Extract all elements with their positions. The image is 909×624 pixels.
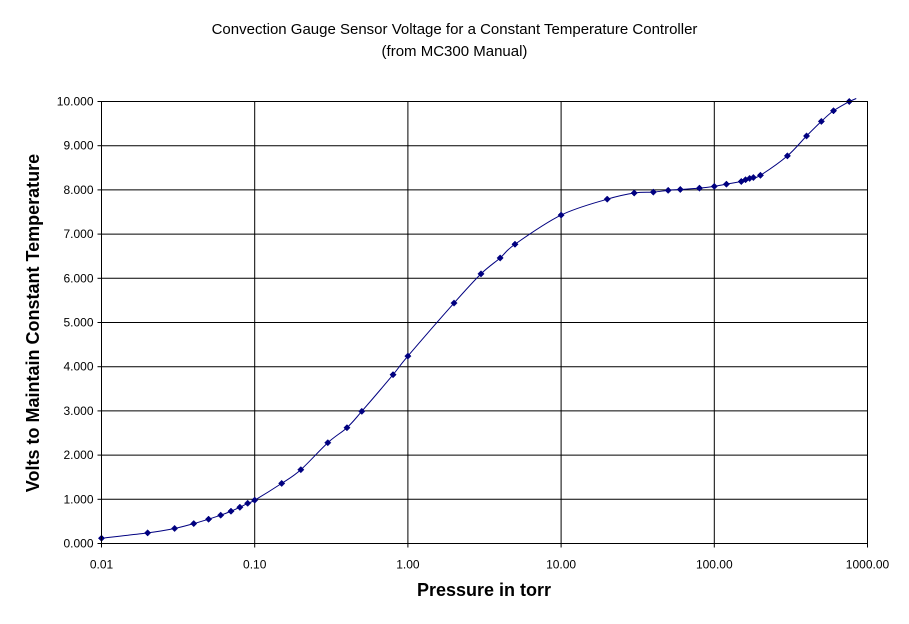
data-point <box>630 189 638 197</box>
data-point <box>144 529 152 537</box>
data-point <box>343 424 351 432</box>
data-point <box>783 152 791 160</box>
series-line <box>101 101 850 539</box>
data-point <box>227 507 235 515</box>
x-tick-label: 10.00 <box>546 558 576 572</box>
data-point <box>749 173 757 182</box>
y-tick-label: 3.000 <box>63 404 93 418</box>
data-point <box>511 240 519 248</box>
data-point <box>190 520 198 528</box>
y-tick-label: 0.000 <box>63 537 93 551</box>
plot-frame <box>101 101 868 544</box>
chart-title: Convection Gauge Sensor Voltage for a Co… <box>211 21 698 38</box>
y-tick-label: 6.000 <box>63 271 93 285</box>
y-tick-label: 1.000 <box>63 492 93 506</box>
data-point <box>676 185 684 194</box>
y-tick-label: 9.000 <box>63 139 93 153</box>
data-point <box>649 188 657 196</box>
data-point <box>236 503 244 511</box>
data-point <box>829 107 838 115</box>
data-point <box>217 511 225 519</box>
x-tick-label: 1000.00 <box>846 558 890 572</box>
x-axis-label: Pressure in torr <box>416 580 552 600</box>
x-tick-label: 100.00 <box>696 558 733 572</box>
data-point <box>722 180 730 188</box>
data-point <box>358 407 366 415</box>
data-point <box>404 352 412 360</box>
grid-layer <box>97 101 868 548</box>
y-tick-label: 4.000 <box>63 360 93 374</box>
data-point <box>477 270 485 278</box>
data-point <box>205 515 213 523</box>
tick-label-layer: 0.000 1.000 2.000 3.000 4.000 5.000 6.000 7.000… <box>57 95 890 572</box>
data-point <box>817 117 825 125</box>
data-point <box>756 171 764 179</box>
data-point <box>278 479 286 487</box>
data-point <box>695 184 704 192</box>
y-tick-label: 2.000 <box>63 448 93 462</box>
x-tick-label: 0.01 <box>90 558 114 572</box>
data-point <box>389 371 397 379</box>
y-axis-label: Volts to Maintain Constant Temperature <box>23 153 43 493</box>
data-point <box>664 186 672 194</box>
data-point <box>244 499 252 507</box>
data-point <box>251 496 259 504</box>
data-point <box>324 439 332 447</box>
x-tick-label: 0.10 <box>243 558 267 572</box>
data-point <box>710 182 718 190</box>
y-tick-label: 10.000 <box>57 95 94 109</box>
y-tick-label: 7.000 <box>63 227 93 241</box>
data-point <box>603 195 611 203</box>
y-tick-label: 5.000 <box>63 316 93 330</box>
series-layer <box>97 97 857 542</box>
x-tick-label: 1.00 <box>396 558 420 572</box>
data-point <box>297 466 305 474</box>
data-point <box>171 524 179 533</box>
data-point <box>496 254 504 262</box>
data-point <box>802 132 811 140</box>
y-tick-label: 8.000 <box>63 183 93 197</box>
data-point <box>557 211 565 219</box>
chart-subtitle: (from MC300 Manual) <box>381 43 528 60</box>
data-point <box>450 299 458 307</box>
